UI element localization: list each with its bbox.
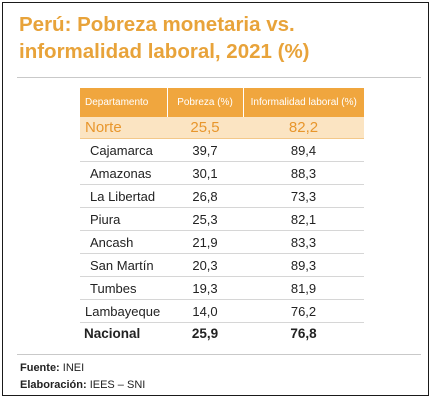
row-pobreza: 21,9 xyxy=(167,230,243,254)
region-pobreza: 25,5 xyxy=(167,117,243,139)
row-pobreza: 14,0 xyxy=(167,299,243,323)
row-name: Lambayeque xyxy=(80,299,167,323)
row-pobreza: 26,8 xyxy=(167,184,243,208)
region-name: Norte xyxy=(80,117,167,139)
total-row: Nacional 25,9 76,8 xyxy=(80,322,364,344)
row-informalidad: 82,1 xyxy=(243,207,364,231)
row-informalidad: 73,3 xyxy=(243,184,364,208)
divider xyxy=(17,354,421,355)
table-row: Cajamarca 39,7 89,4 xyxy=(80,138,364,162)
table-row: Tumbes 19,3 81,9 xyxy=(80,276,364,300)
figure-frame: Perú: Pobreza monetaria vs. informalidad… xyxy=(2,2,429,396)
row-informalidad: 88,3 xyxy=(243,161,364,185)
table-row: Amazonas 30,1 88,3 xyxy=(80,161,364,185)
row-informalidad: 76,2 xyxy=(243,299,364,323)
row-informalidad: 81,9 xyxy=(243,276,364,300)
row-pobreza: 20,3 xyxy=(167,253,243,277)
table-row: San Martín 20,3 89,3 xyxy=(80,253,364,277)
row-informalidad: 89,4 xyxy=(243,138,364,162)
row-pobreza: 19,3 xyxy=(167,276,243,300)
row-informalidad: 83,3 xyxy=(243,230,364,254)
row-name: Cajamarca xyxy=(80,138,167,162)
region-informalidad: 82,2 xyxy=(243,117,364,139)
data-table: Departamento Pobreza (%) Informalidad la… xyxy=(80,88,364,344)
row-name: Ancash xyxy=(80,230,167,254)
total-name: Nacional xyxy=(80,322,167,344)
page-title: Perú: Pobreza monetaria vs. informalidad… xyxy=(19,13,310,63)
row-name: Tumbes xyxy=(80,276,167,300)
total-pobreza: 25,9 xyxy=(167,322,243,344)
column-header-pobreza: Pobreza (%) xyxy=(167,88,244,117)
row-pobreza: 25,3 xyxy=(167,207,243,231)
column-header-informalidad: Informalidad laboral (%) xyxy=(243,88,364,117)
prepared-by-line: Elaboración: IEES – SNI xyxy=(20,377,145,394)
source-notes: Fuente: INEI Elaboración: IEES – SNI xyxy=(20,360,145,394)
row-name: La Libertad xyxy=(80,184,167,208)
prepared-label: Elaboración: xyxy=(20,379,87,391)
table-row: Piura 25,3 82,1 xyxy=(80,207,364,231)
table-row: Ancash 21,9 83,3 xyxy=(80,230,364,254)
total-informalidad: 76,8 xyxy=(243,322,364,344)
row-name: Piura xyxy=(80,207,167,231)
row-name: San Martín xyxy=(80,253,167,277)
source-value: INEI xyxy=(62,362,85,374)
table-row: Lambayeque 14,0 76,2 xyxy=(80,299,364,323)
table-row: La Libertad 26,8 73,3 xyxy=(80,184,364,208)
region-row: Norte 25,5 82,2 xyxy=(80,117,364,139)
column-header-departamento: Departamento xyxy=(80,88,168,117)
row-pobreza: 30,1 xyxy=(167,161,243,185)
source-label: Fuente: xyxy=(20,362,60,374)
divider xyxy=(17,77,421,78)
source-line: Fuente: INEI xyxy=(20,360,145,377)
prepared-value: IEES – SNI xyxy=(89,379,146,391)
table-header-row: Departamento Pobreza (%) Informalidad la… xyxy=(80,88,364,117)
row-pobreza: 39,7 xyxy=(167,138,243,162)
row-informalidad: 89,3 xyxy=(243,253,364,277)
row-name: Amazonas xyxy=(80,161,167,185)
